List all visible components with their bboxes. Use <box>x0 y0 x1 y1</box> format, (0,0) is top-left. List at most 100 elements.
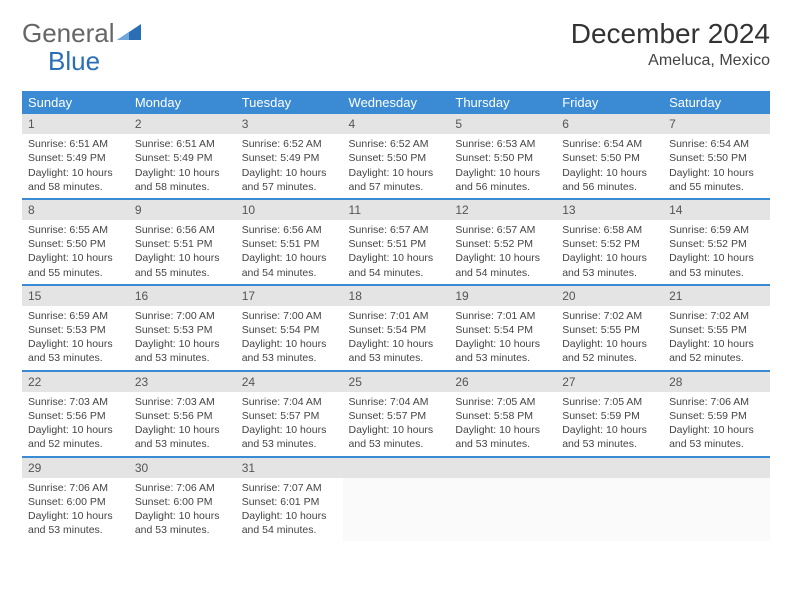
calendar-week-row: 8Sunrise: 6:55 AMSunset: 5:50 PMDaylight… <box>22 199 770 285</box>
day-number: 27 <box>556 372 663 392</box>
day-number: 5 <box>449 114 556 134</box>
weekday-header: Sunday <box>22 91 129 114</box>
day-number: 8 <box>22 200 129 220</box>
calendar-body: 1Sunrise: 6:51 AMSunset: 5:49 PMDaylight… <box>22 114 770 541</box>
brand-logo: General <box>22 18 141 49</box>
day-details: Sunrise: 7:03 AMSunset: 5:56 PMDaylight:… <box>22 392 129 456</box>
day-number: 4 <box>343 114 450 134</box>
day-number: 2 <box>129 114 236 134</box>
calendar-day-cell: 17Sunrise: 7:00 AMSunset: 5:54 PMDayligh… <box>236 285 343 371</box>
day-number: 12 <box>449 200 556 220</box>
calendar-day-cell: 29Sunrise: 7:06 AMSunset: 6:00 PMDayligh… <box>22 457 129 542</box>
day-number: 16 <box>129 286 236 306</box>
day-number: 9 <box>129 200 236 220</box>
calendar-day-cell: 11Sunrise: 6:57 AMSunset: 5:51 PMDayligh… <box>343 199 450 285</box>
calendar-table: SundayMondayTuesdayWednesdayThursdayFrid… <box>22 91 770 541</box>
day-number: 31 <box>236 458 343 478</box>
brand-triangle-icon <box>117 18 141 49</box>
weekday-header: Thursday <box>449 91 556 114</box>
calendar-day-cell: 8Sunrise: 6:55 AMSunset: 5:50 PMDaylight… <box>22 199 129 285</box>
day-details: Sunrise: 7:04 AMSunset: 5:57 PMDaylight:… <box>343 392 450 456</box>
day-number: 29 <box>22 458 129 478</box>
day-details: Sunrise: 7:02 AMSunset: 5:55 PMDaylight:… <box>663 306 770 370</box>
title-block: December 2024 Ameluca, Mexico <box>571 18 770 70</box>
day-number: 3 <box>236 114 343 134</box>
day-details: Sunrise: 7:03 AMSunset: 5:56 PMDaylight:… <box>129 392 236 456</box>
calendar-day-cell: 1Sunrise: 6:51 AMSunset: 5:49 PMDaylight… <box>22 114 129 199</box>
day-number: 22 <box>22 372 129 392</box>
calendar-head: SundayMondayTuesdayWednesdayThursdayFrid… <box>22 91 770 114</box>
day-details: Sunrise: 7:01 AMSunset: 5:54 PMDaylight:… <box>449 306 556 370</box>
calendar-day-cell: 16Sunrise: 7:00 AMSunset: 5:53 PMDayligh… <box>129 285 236 371</box>
weekday-header: Monday <box>129 91 236 114</box>
day-details: Sunrise: 7:05 AMSunset: 5:58 PMDaylight:… <box>449 392 556 456</box>
day-details: Sunrise: 7:00 AMSunset: 5:53 PMDaylight:… <box>129 306 236 370</box>
calendar-empty-cell <box>449 457 556 542</box>
day-number: 18 <box>343 286 450 306</box>
day-details: Sunrise: 6:56 AMSunset: 5:51 PMDaylight:… <box>129 220 236 284</box>
day-number: 11 <box>343 200 450 220</box>
calendar-day-cell: 26Sunrise: 7:05 AMSunset: 5:58 PMDayligh… <box>449 371 556 457</box>
day-details: Sunrise: 7:06 AMSunset: 6:00 PMDaylight:… <box>22 478 129 542</box>
day-details: Sunrise: 6:54 AMSunset: 5:50 PMDaylight:… <box>663 134 770 198</box>
calendar-day-cell: 20Sunrise: 7:02 AMSunset: 5:55 PMDayligh… <box>556 285 663 371</box>
day-details: Sunrise: 7:06 AMSunset: 6:00 PMDaylight:… <box>129 478 236 542</box>
weekday-header: Saturday <box>663 91 770 114</box>
calendar-empty-cell <box>663 457 770 542</box>
day-number: 19 <box>449 286 556 306</box>
day-details: Sunrise: 6:57 AMSunset: 5:51 PMDaylight:… <box>343 220 450 284</box>
calendar-day-cell: 5Sunrise: 6:53 AMSunset: 5:50 PMDaylight… <box>449 114 556 199</box>
calendar-day-cell: 14Sunrise: 6:59 AMSunset: 5:52 PMDayligh… <box>663 199 770 285</box>
brand-text-1: General <box>22 18 115 49</box>
calendar-empty-cell <box>343 457 450 542</box>
day-details: Sunrise: 6:54 AMSunset: 5:50 PMDaylight:… <box>556 134 663 198</box>
calendar-day-cell: 27Sunrise: 7:05 AMSunset: 5:59 PMDayligh… <box>556 371 663 457</box>
day-details: Sunrise: 7:06 AMSunset: 5:59 PMDaylight:… <box>663 392 770 456</box>
day-details: Sunrise: 6:55 AMSunset: 5:50 PMDaylight:… <box>22 220 129 284</box>
calendar-day-cell: 31Sunrise: 7:07 AMSunset: 6:01 PMDayligh… <box>236 457 343 542</box>
day-details: Sunrise: 6:52 AMSunset: 5:50 PMDaylight:… <box>343 134 450 198</box>
day-details: Sunrise: 7:04 AMSunset: 5:57 PMDaylight:… <box>236 392 343 456</box>
weekday-header: Friday <box>556 91 663 114</box>
calendar-week-row: 1Sunrise: 6:51 AMSunset: 5:49 PMDaylight… <box>22 114 770 199</box>
day-details: Sunrise: 6:59 AMSunset: 5:53 PMDaylight:… <box>22 306 129 370</box>
day-details: Sunrise: 7:00 AMSunset: 5:54 PMDaylight:… <box>236 306 343 370</box>
day-details: Sunrise: 7:01 AMSunset: 5:54 PMDaylight:… <box>343 306 450 370</box>
calendar-day-cell: 30Sunrise: 7:06 AMSunset: 6:00 PMDayligh… <box>129 457 236 542</box>
calendar-day-cell: 2Sunrise: 6:51 AMSunset: 5:49 PMDaylight… <box>129 114 236 199</box>
day-number: 28 <box>663 372 770 392</box>
day-details: Sunrise: 7:07 AMSunset: 6:01 PMDaylight:… <box>236 478 343 542</box>
day-number: 21 <box>663 286 770 306</box>
day-number: 26 <box>449 372 556 392</box>
day-number: 30 <box>129 458 236 478</box>
day-details: Sunrise: 6:52 AMSunset: 5:49 PMDaylight:… <box>236 134 343 198</box>
day-number: 24 <box>236 372 343 392</box>
calendar-day-cell: 23Sunrise: 7:03 AMSunset: 5:56 PMDayligh… <box>129 371 236 457</box>
calendar-day-cell: 18Sunrise: 7:01 AMSunset: 5:54 PMDayligh… <box>343 285 450 371</box>
calendar-day-cell: 3Sunrise: 6:52 AMSunset: 5:49 PMDaylight… <box>236 114 343 199</box>
calendar-week-row: 15Sunrise: 6:59 AMSunset: 5:53 PMDayligh… <box>22 285 770 371</box>
day-number: 13 <box>556 200 663 220</box>
day-number: 14 <box>663 200 770 220</box>
day-details: Sunrise: 7:05 AMSunset: 5:59 PMDaylight:… <box>556 392 663 456</box>
day-number: 20 <box>556 286 663 306</box>
calendar-day-cell: 10Sunrise: 6:56 AMSunset: 5:51 PMDayligh… <box>236 199 343 285</box>
day-number: 6 <box>556 114 663 134</box>
calendar-day-cell: 7Sunrise: 6:54 AMSunset: 5:50 PMDaylight… <box>663 114 770 199</box>
month-title: December 2024 <box>571 18 770 50</box>
day-details: Sunrise: 6:59 AMSunset: 5:52 PMDaylight:… <box>663 220 770 284</box>
calendar-day-cell: 28Sunrise: 7:06 AMSunset: 5:59 PMDayligh… <box>663 371 770 457</box>
location-label: Ameluca, Mexico <box>571 52 770 70</box>
day-details: Sunrise: 6:57 AMSunset: 5:52 PMDaylight:… <box>449 220 556 284</box>
calendar-day-cell: 12Sunrise: 6:57 AMSunset: 5:52 PMDayligh… <box>449 199 556 285</box>
calendar-day-cell: 4Sunrise: 6:52 AMSunset: 5:50 PMDaylight… <box>343 114 450 199</box>
day-details: Sunrise: 6:51 AMSunset: 5:49 PMDaylight:… <box>129 134 236 198</box>
calendar-day-cell: 6Sunrise: 6:54 AMSunset: 5:50 PMDaylight… <box>556 114 663 199</box>
calendar-day-cell: 25Sunrise: 7:04 AMSunset: 5:57 PMDayligh… <box>343 371 450 457</box>
day-number: 25 <box>343 372 450 392</box>
day-number: 7 <box>663 114 770 134</box>
calendar-day-cell: 24Sunrise: 7:04 AMSunset: 5:57 PMDayligh… <box>236 371 343 457</box>
calendar-day-cell: 9Sunrise: 6:56 AMSunset: 5:51 PMDaylight… <box>129 199 236 285</box>
calendar-day-cell: 19Sunrise: 7:01 AMSunset: 5:54 PMDayligh… <box>449 285 556 371</box>
day-number: 17 <box>236 286 343 306</box>
